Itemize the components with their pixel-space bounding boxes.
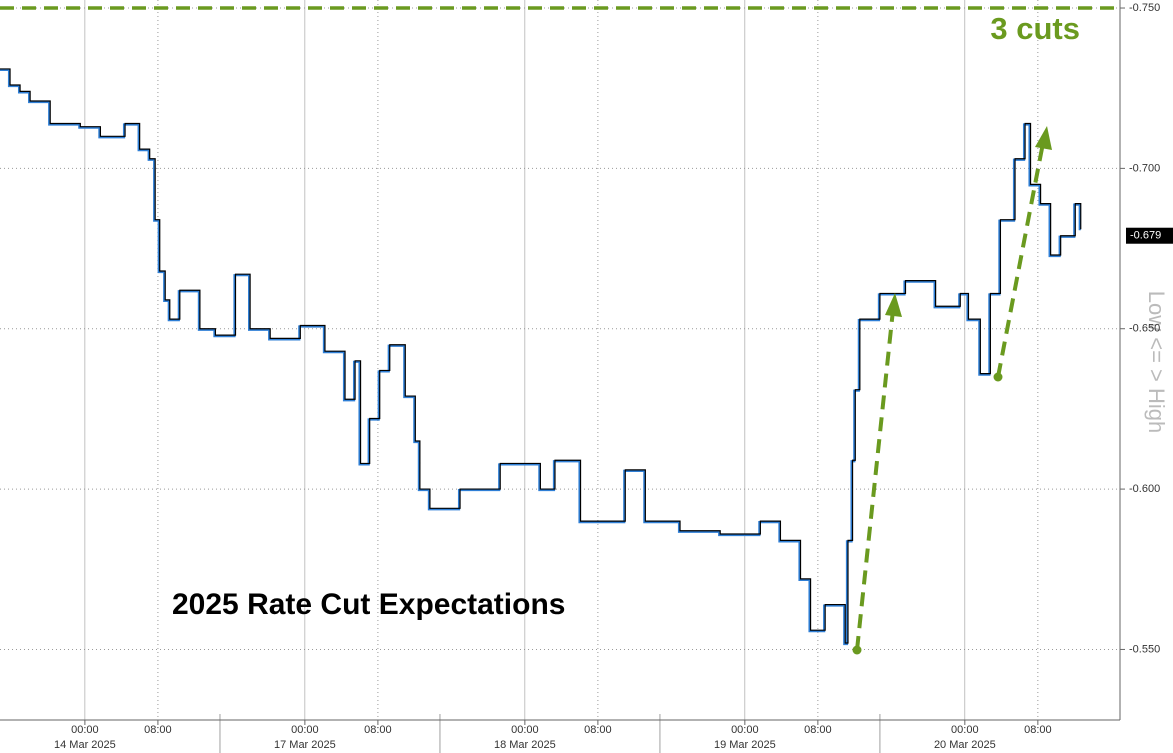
x-tick-label: 08:00	[1024, 724, 1052, 736]
annotation: 3 cuts	[990, 11, 1080, 46]
arrow	[993, 126, 1052, 382]
last-value-box	[1126, 227, 1173, 244]
y-tick-label: -0.700	[1129, 162, 1160, 174]
x-tick-label: 08:00	[584, 724, 612, 736]
series-line-shadow	[0, 68, 1081, 646]
y-axis-label: Low <= > High	[1144, 291, 1169, 433]
chart-title: 2025 Rate Cut Expectations	[172, 588, 565, 621]
last-value-label: -0.679	[1130, 230, 1161, 242]
x-tick-label: 00:00	[951, 724, 979, 736]
x-tick-label: 08:00	[804, 724, 832, 736]
x-tick-label: 00:00	[71, 724, 99, 736]
date-label: 20 Mar 2025	[934, 739, 996, 751]
x-tick-label: 00:00	[291, 724, 319, 736]
y-tick-label: -0.600	[1129, 483, 1160, 495]
x-tick-label: 00:00	[731, 724, 759, 736]
series-line	[0, 68, 1082, 644]
y-tick-label: -0.550	[1129, 643, 1160, 655]
y-tick-label: -0.650	[1129, 323, 1160, 335]
date-label: 19 Mar 2025	[714, 739, 776, 751]
x-tick-label: 00:00	[511, 724, 539, 736]
date-label: 14 Mar 2025	[54, 739, 116, 751]
date-label: 17 Mar 2025	[274, 739, 336, 751]
x-tick-label: 08:00	[144, 724, 172, 736]
x-tick-label: 08:00	[364, 724, 392, 736]
plot	[0, 68, 1082, 646]
arrow	[852, 293, 902, 655]
y-tick-label: -0.750	[1129, 2, 1160, 14]
date-label: 18 Mar 2025	[494, 739, 556, 751]
